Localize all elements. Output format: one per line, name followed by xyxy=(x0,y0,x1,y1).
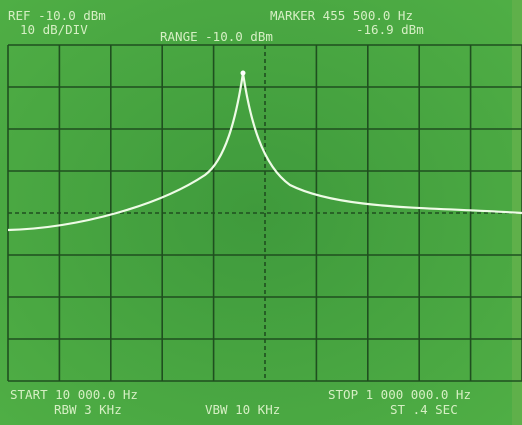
rbw: RBW 3 KHz xyxy=(54,402,122,417)
range: RANGE -10.0 dBm xyxy=(160,29,273,44)
graticule xyxy=(7,44,522,382)
stop-frequency: STOP 1 000 000.0 Hz xyxy=(328,387,471,402)
start-frequency: START 10 000.0 Hz xyxy=(10,387,138,402)
marker-dot xyxy=(240,70,246,76)
marker-level: -16.9 dBm xyxy=(356,22,424,37)
ref-level: REF -10.0 dBm xyxy=(8,8,106,23)
sweep-time: ST .4 SEC xyxy=(390,402,458,417)
vbw: VBW 10 KHz xyxy=(205,402,280,417)
marker-frequency: MARKER 455 500.0 Hz xyxy=(270,8,413,23)
scale: 10 dB/DIV xyxy=(20,22,88,37)
